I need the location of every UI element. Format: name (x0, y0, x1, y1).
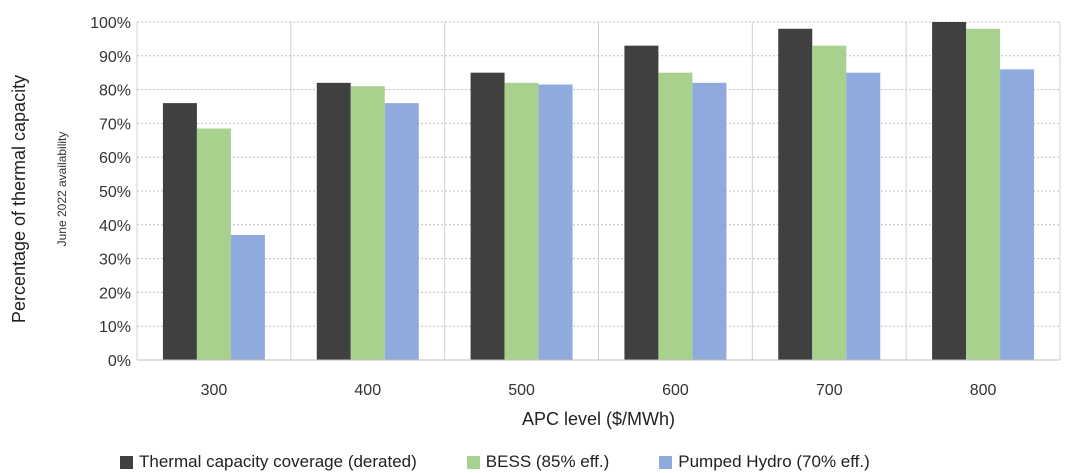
y-tick-label: 90% (99, 49, 131, 66)
y-tick-label: 100% (90, 15, 131, 32)
x-tick-label: 500 (508, 382, 535, 399)
legend-swatch-bess (466, 455, 480, 469)
bar-700-series-0 (778, 28, 813, 360)
legend-swatch-thermal (120, 455, 133, 469)
legend-label-thermal: Thermal capacity coverage (derated) (139, 452, 417, 471)
bars (162, 22, 1035, 361)
bar-300-series-1 (196, 128, 231, 360)
legend: Thermal capacity coverage (derated) BESS… (120, 452, 870, 472)
x-tick-label: 700 (816, 382, 843, 399)
y-tick-label: 50% (99, 184, 131, 201)
bar-300-series-0 (162, 103, 197, 361)
y-tick-label: 20% (99, 285, 131, 302)
y-tick-label: 70% (99, 116, 131, 133)
y-tick-label: 60% (99, 150, 131, 167)
grid-lines (136, 21, 1061, 360)
legend-item-thermal: Thermal capacity coverage (derated) (120, 452, 417, 472)
bar-500-series-1 (504, 82, 539, 360)
bar-500-series-2 (538, 84, 573, 360)
y-tick-label: 40% (99, 218, 131, 235)
x-tick-label: 400 (354, 382, 381, 399)
legend-item-bess: BESS (85% eff.) (466, 452, 610, 472)
legend-label-pumped-hydro: Pumped Hydro (70% eff.) (678, 452, 870, 471)
bar-800-series-0 (932, 22, 967, 360)
bar-700-series-2 (846, 72, 881, 360)
x-axis-ticks: 300 400 500 600 700 800 (201, 382, 997, 399)
y-axis-label: Percentage of thermal capacity (9, 75, 29, 323)
bar-700-series-1 (812, 45, 847, 360)
legend-swatch-pumped-hydro (659, 455, 673, 469)
bar-600-series-1 (658, 72, 693, 360)
bar-800-series-1 (966, 28, 1001, 360)
x-tick-label: 300 (201, 382, 228, 399)
y-tick-label: 10% (99, 319, 131, 336)
legend-item-pumped-hydro: Pumped Hydro (70% eff.) (659, 452, 870, 472)
annotation-text: June 2022 availability (55, 132, 69, 247)
legend-label-bess: BESS (85% eff.) (485, 452, 610, 471)
y-tick-label: 30% (99, 252, 131, 269)
x-tick-label: 600 (662, 382, 689, 399)
bar-300-series-2 (230, 234, 265, 360)
y-tick-label: 0% (108, 353, 131, 370)
bar-400-series-2 (384, 103, 419, 361)
bar-600-series-2 (692, 82, 727, 360)
bar-800-series-2 (1000, 69, 1035, 360)
x-axis-label: APC level ($/MWh) (522, 409, 675, 429)
bar-500-series-0 (470, 72, 505, 360)
bar-400-series-0 (316, 82, 351, 360)
x-tick-label: 800 (970, 382, 997, 399)
bar-400-series-1 (350, 86, 385, 360)
y-axis-ticks: 0% 10% 20% 30% 40% 50% 60% 70% 80% 90% 100% (90, 15, 131, 370)
bar-600-series-0 (624, 45, 659, 360)
y-tick-label: 80% (99, 83, 131, 100)
